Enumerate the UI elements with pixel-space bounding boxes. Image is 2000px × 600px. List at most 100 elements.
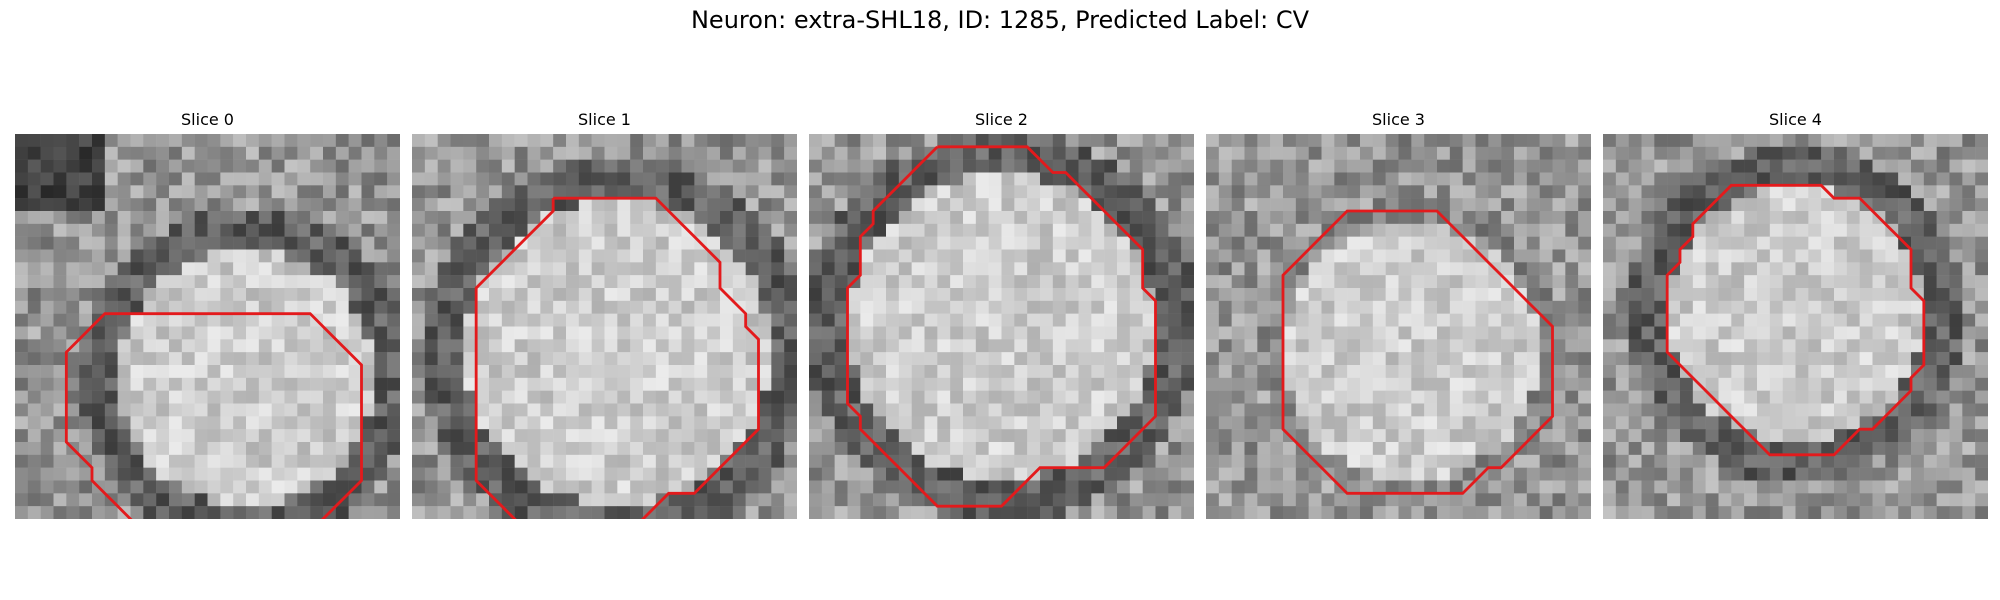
pixel: [1065, 159, 1079, 173]
pixel: [246, 198, 260, 212]
pixel: [27, 416, 41, 430]
pixel: [540, 249, 554, 263]
pixel: [1872, 249, 1886, 263]
pixel: [809, 493, 823, 507]
pixel: [821, 493, 835, 507]
pixel: [911, 288, 925, 302]
pixel: [911, 275, 925, 289]
pixel: [707, 236, 721, 250]
pixel: [323, 377, 337, 391]
pixel: [1334, 172, 1348, 186]
pixel: [258, 146, 272, 160]
pixel: [694, 326, 708, 340]
pixel: [1231, 146, 1245, 160]
pixel: [1411, 339, 1425, 353]
pixel: [501, 326, 515, 340]
pixel: [1859, 467, 1873, 481]
pixel: [1654, 236, 1668, 250]
pixel: [694, 313, 708, 327]
pixel: [335, 326, 349, 340]
pixel: [1091, 262, 1105, 276]
pixel: [501, 236, 515, 250]
pixel: [1168, 339, 1182, 353]
pixel: [1142, 172, 1156, 186]
pixel: [591, 249, 605, 263]
pixel: [886, 442, 900, 456]
pixel: [1014, 249, 1028, 263]
pixel: [489, 236, 503, 250]
pixel: [847, 326, 861, 340]
pixel: [424, 493, 438, 507]
pixel: [489, 134, 503, 148]
pixel: [15, 275, 29, 289]
pixel: [348, 134, 362, 148]
pixel: [476, 172, 490, 186]
pixel: [1321, 506, 1335, 519]
pixel: [1654, 146, 1668, 160]
pixel: [297, 198, 311, 212]
pixel: [950, 454, 964, 468]
pixel: [1091, 377, 1105, 391]
pixel: [591, 506, 605, 519]
pixel: [412, 300, 426, 314]
pixel: [335, 467, 349, 481]
pixel: [53, 249, 67, 263]
pixel: [1692, 223, 1706, 237]
pixel: [79, 467, 93, 481]
pixel: [1769, 313, 1783, 327]
pixel: [1885, 172, 1899, 186]
pixel: [117, 236, 131, 250]
pixel: [1757, 506, 1771, 519]
pixel: [1398, 480, 1412, 494]
pixel: [1142, 506, 1156, 519]
pixel: [207, 236, 221, 250]
pixel: [1347, 262, 1361, 276]
pixel: [1398, 429, 1412, 443]
pixel: [1654, 352, 1668, 366]
pixel: [1911, 377, 1925, 391]
pixel: [784, 288, 797, 302]
pixel: [681, 416, 695, 430]
pixel: [271, 326, 285, 340]
pixel: [732, 313, 746, 327]
pixel: [258, 416, 272, 430]
pixel: [27, 211, 41, 225]
pixel: [323, 416, 337, 430]
pixel: [1898, 249, 1912, 263]
pixel: [1091, 365, 1105, 379]
pixel: [924, 339, 938, 353]
pixel: [630, 223, 644, 237]
pixel: [194, 442, 208, 456]
pixel: [694, 429, 708, 443]
pixel: [233, 223, 247, 237]
pixel: [1308, 198, 1322, 212]
pixel: [745, 288, 759, 302]
pixel: [40, 480, 54, 494]
pixel: [1628, 249, 1642, 263]
pixel: [130, 429, 144, 443]
pixel: [1372, 198, 1386, 212]
pixel: [1641, 288, 1655, 302]
pixel: [553, 377, 567, 391]
pixel: [1911, 134, 1925, 148]
pixel: [40, 185, 54, 199]
pixel: [1078, 377, 1092, 391]
pixel: [1257, 365, 1271, 379]
pixel: [1834, 262, 1848, 276]
pixel: [873, 262, 887, 276]
pixel: [1091, 390, 1105, 404]
pixel: [1834, 377, 1848, 391]
pixel: [1334, 365, 1348, 379]
pixel: [1552, 339, 1566, 353]
pixel: [604, 442, 618, 456]
pixel: [1949, 288, 1963, 302]
pixel: [246, 326, 260, 340]
pixel: [694, 377, 708, 391]
pixel: [489, 365, 503, 379]
pixel: [1244, 249, 1258, 263]
pixel: [758, 442, 772, 456]
pixel: [809, 454, 823, 468]
pixel: [514, 275, 528, 289]
pixel: [437, 223, 451, 237]
pixel: [1680, 146, 1694, 160]
